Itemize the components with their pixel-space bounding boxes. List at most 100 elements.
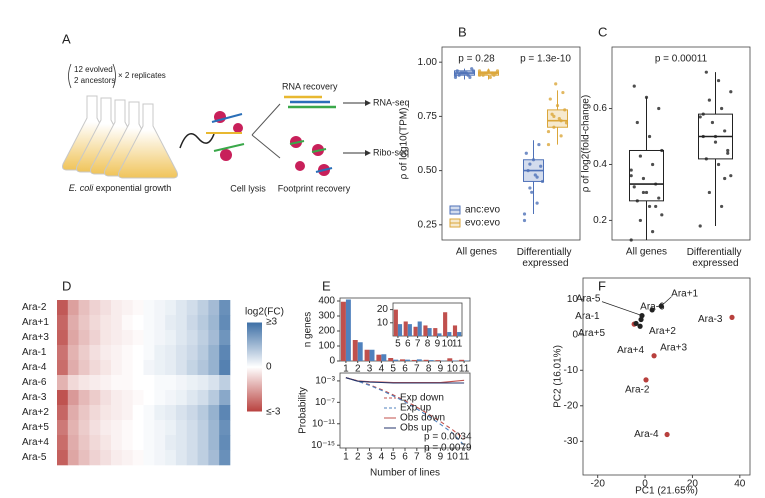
heatmap-cell	[197, 345, 209, 361]
heatmap-cell	[143, 300, 155, 316]
caption: RNA recovery	[282, 81, 338, 91]
y-tick-label: 0.2	[593, 215, 607, 226]
heatmap-cell	[89, 315, 101, 331]
heatmap-cell	[57, 390, 69, 406]
data-point	[552, 114, 556, 118]
rna	[213, 143, 245, 152]
heatmap-cell	[165, 435, 177, 451]
data-point	[638, 218, 642, 223]
legend-label: Obs up	[400, 423, 433, 434]
heatmap-cell	[165, 420, 177, 436]
data-point	[726, 151, 730, 155]
row-label: Ara+1	[22, 317, 49, 328]
flasks	[62, 95, 178, 179]
data-point	[629, 168, 633, 172]
data-point	[644, 95, 649, 99]
bar	[403, 321, 408, 336]
heatmap-cell	[111, 330, 123, 346]
heatmap-cell	[57, 300, 69, 316]
point-label: Ara+2	[649, 326, 676, 337]
data-point	[550, 112, 554, 116]
heatmap-cell	[67, 405, 79, 421]
data-point	[698, 115, 702, 119]
data-point	[729, 314, 735, 320]
data-point	[555, 103, 560, 108]
heatmap-cell	[132, 405, 144, 421]
heatmap-cell	[89, 390, 101, 406]
heatmap-cell	[154, 345, 166, 361]
x-tick-label: 11	[452, 339, 463, 350]
heatmap-cell	[208, 345, 220, 361]
data-point	[540, 179, 545, 184]
panel-label: B	[458, 24, 467, 39]
y-tick-label: 10	[567, 294, 579, 305]
y-tick-label: 300	[318, 311, 335, 322]
data-point	[651, 162, 655, 167]
data-point	[522, 218, 527, 223]
data-point	[729, 90, 733, 94]
heatmap-cell	[175, 345, 188, 361]
data-point	[664, 431, 670, 438]
bar	[443, 312, 448, 336]
y-tick-label: 0	[329, 356, 335, 367]
data-point	[635, 120, 639, 125]
lysis-curve	[179, 133, 215, 149]
y-tick-label: 10⁻¹⁵	[311, 440, 335, 451]
x-tick-label: 7	[415, 339, 421, 350]
data-point	[564, 121, 569, 125]
x-tick-label: All genes	[626, 247, 667, 258]
data-point	[643, 377, 649, 383]
heatmap-cell	[132, 435, 144, 451]
heatmap-cell	[111, 405, 123, 421]
x-tick-label: 8	[425, 339, 431, 350]
heatmap-cell	[143, 435, 155, 451]
y-tick-label: 10	[377, 317, 389, 328]
data-point	[660, 148, 664, 153]
data-point	[632, 185, 636, 189]
heatmap-cell	[186, 315, 198, 331]
x-tick-label: 6	[402, 364, 408, 375]
data-point	[528, 186, 532, 190]
point-label: Ara-3	[698, 314, 723, 325]
label-line: Differentially	[517, 247, 575, 258]
row-label: Ara-4	[22, 362, 47, 373]
data-point	[698, 224, 702, 228]
condition-text: 2 ancestors	[74, 76, 115, 85]
x-tick-label: 5	[395, 339, 401, 350]
heatmap-cell	[89, 345, 101, 361]
bar	[423, 325, 428, 336]
heatmap-cell	[67, 450, 79, 466]
heatmap-cell	[100, 390, 112, 406]
footprint	[311, 148, 327, 153]
y-tick-label: -30	[564, 436, 579, 447]
data-point	[629, 238, 633, 242]
data-point	[720, 106, 724, 111]
heatmap-cell	[78, 375, 90, 391]
heatmap-cell	[67, 315, 79, 331]
y-axis-label: ρ of log10(TPM)	[399, 108, 410, 180]
data-point	[486, 69, 491, 73]
y-axis-label: PC2 (16.01%)	[553, 345, 564, 408]
heatmap-cell	[121, 300, 133, 316]
heatmap-cell	[186, 330, 198, 346]
x-tick-label: 10	[447, 364, 459, 375]
heatmap-cell	[197, 420, 209, 436]
row-label: Ara-3	[22, 392, 47, 403]
heatmap-cell	[197, 360, 209, 376]
heatmap-cell	[121, 405, 133, 421]
heatmap-cell	[111, 345, 123, 361]
heatmap-cell	[154, 330, 166, 346]
bar	[400, 359, 405, 361]
bar	[452, 325, 458, 336]
heatmap-cell	[89, 435, 101, 451]
bracket	[112, 63, 116, 89]
data-point	[546, 142, 551, 147]
data-point	[495, 69, 500, 73]
point-label: Ara-5	[576, 293, 601, 304]
panel-a-diagram: 12 evolved 2 ancestors × 2 replicates E.…	[62, 63, 410, 193]
x-tick-label: 2	[355, 452, 361, 463]
heatmap-cell	[154, 360, 166, 376]
data-point	[701, 112, 705, 116]
panel-label: E	[322, 278, 331, 293]
heatmap-cell	[208, 450, 220, 466]
